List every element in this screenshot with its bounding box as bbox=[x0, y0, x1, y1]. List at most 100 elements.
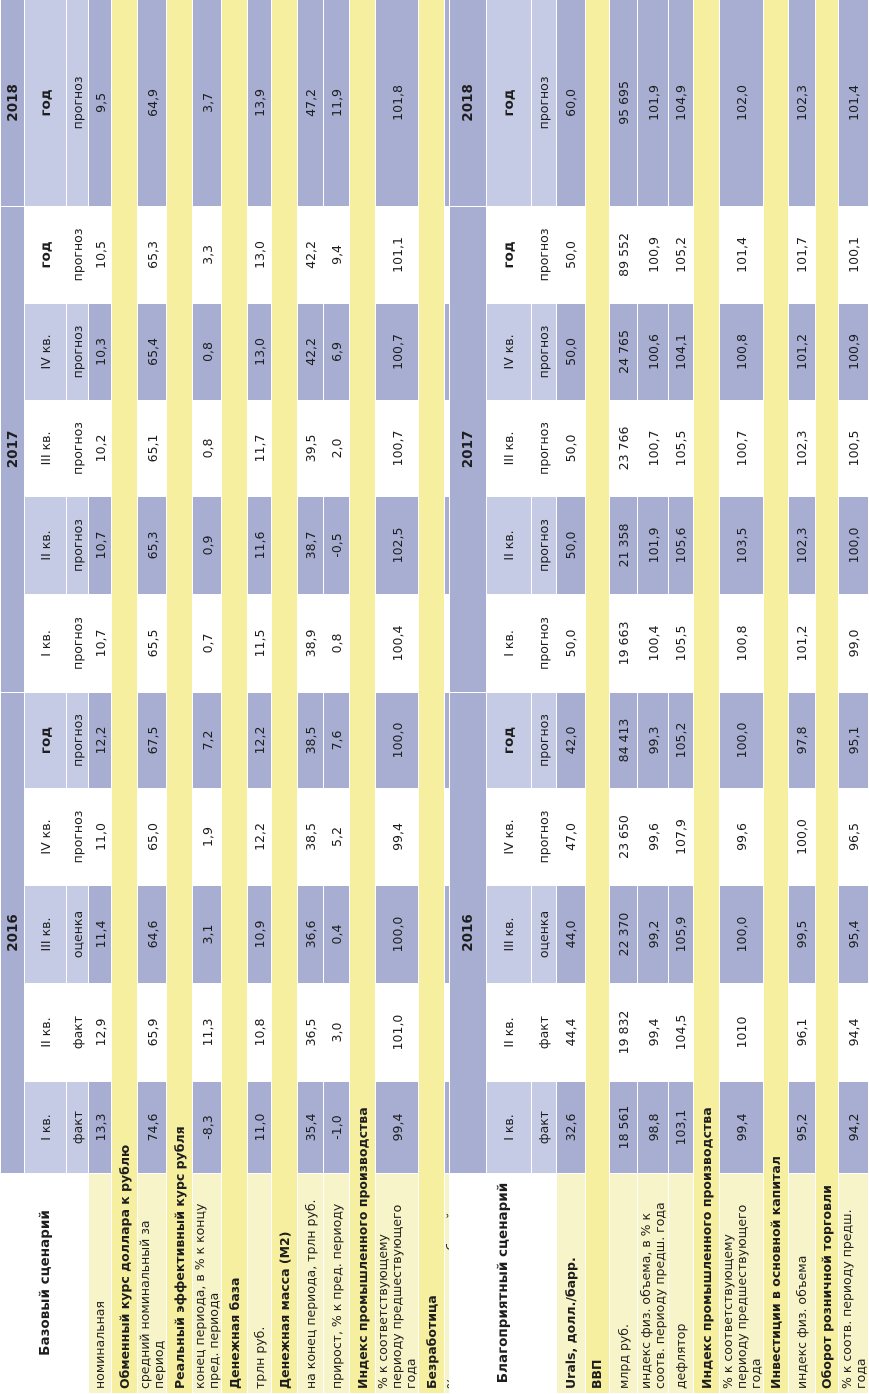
base-scenario-table: Базовый сценарий 2016 2017 2018 I кв. II кв. I… bbox=[0, 0, 474, 1394]
table-row: Индекс промышленного производства bbox=[349, 0, 376, 1394]
section-header: Безработица bbox=[418, 0, 445, 1394]
table-cell: 38,9 bbox=[297, 594, 324, 693]
year-header: 2016 bbox=[0, 692, 25, 1174]
year-header: 2018 bbox=[0, 0, 25, 207]
section-header: Реальный эффективный курс рубля bbox=[166, 0, 193, 1394]
table-row: ВВП bbox=[585, 0, 610, 1394]
period-header: I кв. bbox=[486, 1081, 532, 1174]
status-header: прогноз bbox=[66, 303, 89, 401]
table-row: Инвестиции в основной капитал bbox=[763, 0, 789, 1394]
section-header: Инвестиции в основной капитал bbox=[763, 0, 789, 1394]
row-label: средний номинальный за период bbox=[137, 1173, 167, 1394]
period-header: III кв. bbox=[24, 885, 67, 984]
section-header: Обменный курс доллара к рублю bbox=[111, 0, 138, 1394]
period-header: IV кв. bbox=[486, 303, 532, 401]
table-cell: 99,4 bbox=[637, 983, 669, 1082]
table-cell: 0,8 bbox=[192, 303, 222, 401]
table-cell: 101,0 bbox=[375, 983, 419, 1082]
table-cell: 105,9 bbox=[668, 885, 694, 984]
table-cell: 104,1 bbox=[668, 303, 694, 401]
table-cell: 96,1 bbox=[788, 983, 816, 1082]
table-cell: 18 561 bbox=[609, 1081, 638, 1174]
table-row: Денежная масса (М2) bbox=[271, 0, 298, 1394]
table-cell: 10,9 bbox=[247, 885, 272, 984]
table-cell: 3,3 bbox=[192, 206, 222, 304]
table-cell: 99,2 bbox=[637, 885, 669, 984]
row-label: номинальная bbox=[88, 1173, 112, 1394]
table-cell: 99,6 bbox=[637, 788, 669, 886]
table-cell: 99,5 bbox=[788, 885, 816, 984]
table-row: % к соответствующему периоду предшествую… bbox=[719, 0, 764, 1394]
table-cell: 100,7 bbox=[375, 303, 419, 401]
table-cell: 101,9 bbox=[637, 496, 669, 595]
status-header: факт bbox=[531, 1081, 557, 1174]
table-cell: 42,2 bbox=[297, 303, 324, 401]
table-cell: 10,7 bbox=[88, 496, 112, 595]
table-cell: 13,0 bbox=[247, 303, 272, 401]
table-cell: 10,8 bbox=[247, 983, 272, 1082]
status-header: прогноз bbox=[531, 303, 557, 401]
table-cell: 24 765 bbox=[609, 303, 638, 401]
table-cell: 10,2 bbox=[88, 400, 112, 497]
table-cell: 100,6 bbox=[637, 303, 669, 401]
table-cell: 100,9 bbox=[838, 303, 869, 401]
status-header: оценка bbox=[531, 885, 557, 984]
table-cell: 44,0 bbox=[556, 885, 586, 984]
table-cell: 65,3 bbox=[137, 496, 167, 595]
period-header: год bbox=[24, 692, 67, 789]
table-cell: 65,9 bbox=[137, 983, 167, 1082]
table-cell: 36,6 bbox=[297, 885, 324, 984]
table-cell: 60,0 bbox=[556, 0, 586, 207]
table-cell: 50,0 bbox=[556, 303, 586, 401]
table-cell: 65,5 bbox=[137, 594, 167, 693]
table-cell: 103,1 bbox=[668, 1081, 694, 1174]
table-cell: 100,8 bbox=[719, 303, 764, 401]
status-header: оценка bbox=[66, 885, 89, 984]
section-header: Индекс промышленного производства bbox=[349, 0, 376, 1394]
row-label: конец периода, в % к концу пред. периода bbox=[192, 1173, 222, 1394]
table-cell: 101,9 bbox=[637, 0, 669, 207]
period-header: III кв. bbox=[24, 400, 67, 497]
table-cell: 94,2 bbox=[838, 1081, 869, 1174]
table-cell: 100,7 bbox=[375, 400, 419, 497]
table-cell: 1010 bbox=[719, 983, 764, 1082]
table-row: % к соответствующему периоду предшествую… bbox=[375, 0, 419, 1394]
table-cell: 95 695 bbox=[609, 0, 638, 207]
table-cell: 100,0 bbox=[375, 692, 419, 789]
table-cell: 101,7 bbox=[788, 206, 816, 304]
table-cell: 12,9 bbox=[88, 983, 112, 1082]
table-cell: 23 650 bbox=[609, 788, 638, 886]
table-cell: 38,5 bbox=[297, 692, 324, 789]
status-header: прогноз bbox=[66, 496, 89, 595]
table-cell: 74,6 bbox=[137, 1081, 167, 1174]
table-cell: 0,9 bbox=[192, 496, 222, 595]
base-table-grid: Базовый сценарий 2016 2017 2018 I кв. II кв. I… bbox=[0, 0, 474, 1394]
status-header: прогноз bbox=[531, 692, 557, 789]
table-cell: 11,4 bbox=[88, 885, 112, 984]
table-cell: 1,9 bbox=[192, 788, 222, 886]
table-cell: 65,3 bbox=[137, 206, 167, 304]
table-cell: 10,5 bbox=[88, 206, 112, 304]
table-cell: 10,3 bbox=[88, 303, 112, 401]
period-header: III кв. bbox=[486, 400, 532, 497]
period-header: III кв. bbox=[486, 885, 532, 984]
table-cell: 11,7 bbox=[247, 400, 272, 497]
row-label: % к соответствующему периоду предшествую… bbox=[375, 1173, 419, 1394]
table-row: Реальный эффективный курс рубля bbox=[166, 0, 193, 1394]
table-cell: 19 832 bbox=[609, 983, 638, 1082]
table-cell: 7,2 bbox=[192, 692, 222, 789]
table-cell: 38,5 bbox=[297, 788, 324, 886]
table-cell: 5,2 bbox=[323, 788, 350, 886]
row-label: Urals, долл./барр. bbox=[556, 1173, 586, 1394]
table-cell: 11,0 bbox=[88, 788, 112, 886]
table-cell: 9,4 bbox=[323, 206, 350, 304]
year-header: 2017 bbox=[0, 206, 25, 693]
period-header: год bbox=[486, 206, 532, 304]
table-row: Обменный курс доллара к рублю bbox=[111, 0, 138, 1394]
table-cell: -8,3 bbox=[192, 1081, 222, 1174]
table-row: Безработица bbox=[418, 0, 445, 1394]
table-row: % к соотв. периоду предш. года 94,2 94,4 95… bbox=[838, 0, 869, 1394]
table-cell: 104,5 bbox=[668, 983, 694, 1082]
table-cell: 101,4 bbox=[838, 0, 869, 207]
table-cell: 21 358 bbox=[609, 496, 638, 595]
